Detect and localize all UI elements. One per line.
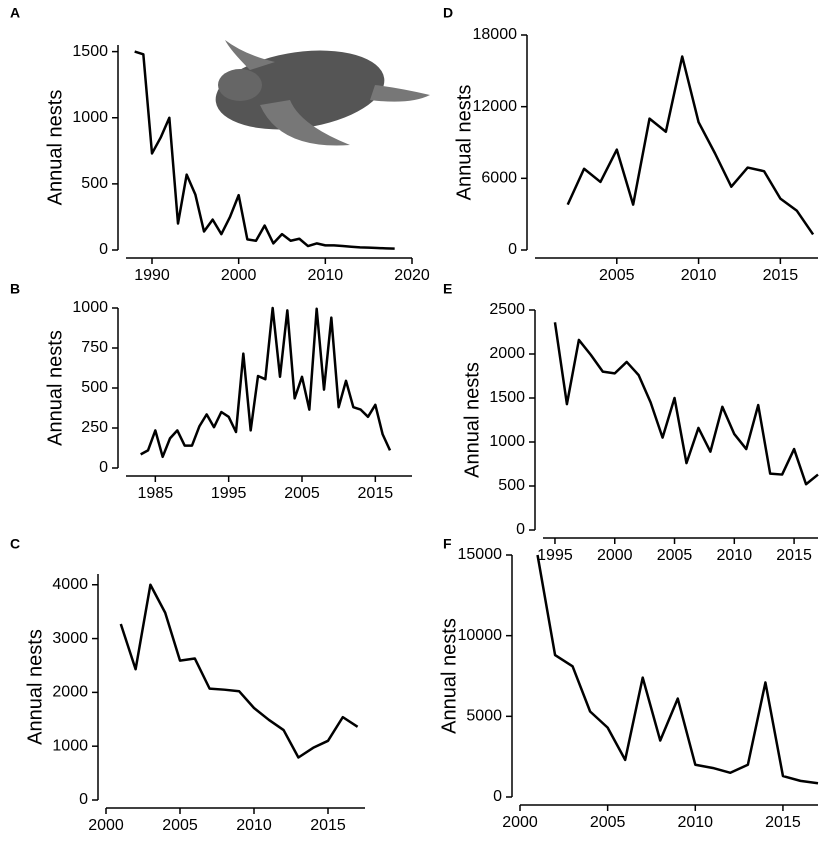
x-tick-label: 2005: [590, 814, 626, 831]
panel-label: D: [443, 5, 453, 21]
y-tick-label: 250: [81, 419, 108, 436]
y-tick-label: 5000: [466, 708, 502, 725]
y-tick-label: 500: [81, 379, 108, 396]
data-line: [566, 55, 815, 236]
x-tick-label: 2005: [599, 267, 635, 284]
x-tick-label: 2020: [394, 267, 430, 284]
x-tick-label: 2010: [236, 817, 272, 834]
y-tick-label: 2500: [489, 301, 525, 318]
y-tick-label: 6000: [481, 170, 517, 187]
panel-label: A: [10, 5, 20, 21]
x-tick-label: 1985: [138, 485, 174, 502]
y-axis-label: Annual nests: [24, 629, 46, 745]
y-axis-label: Annual nests: [438, 618, 460, 734]
y-tick-label: 3000: [52, 630, 88, 647]
x-tick-label: 1995: [211, 485, 247, 502]
x-tick-label: 1990: [134, 267, 170, 284]
y-tick-label: 1500: [489, 389, 525, 406]
y-tick-label: 0: [99, 241, 108, 258]
y-tick-label: 0: [493, 788, 502, 805]
panel-label: B: [10, 281, 20, 297]
y-tick-label: 750: [81, 339, 108, 356]
y-tick-label: 2000: [52, 684, 88, 701]
y-tick-label: 500: [498, 477, 525, 494]
y-tick-label: 15000: [458, 546, 503, 563]
y-tick-label: 12000: [473, 98, 518, 115]
y-tick-label: 0: [516, 521, 525, 538]
x-tick-label: 2015: [310, 817, 346, 834]
data-line: [536, 554, 819, 785]
x-tick-label: 2015: [358, 485, 394, 502]
y-axis-label: Annual nests: [44, 330, 66, 446]
y-tick-label: 1000: [52, 737, 88, 754]
x-tick-label: 2015: [765, 814, 801, 831]
data-line: [119, 583, 359, 759]
y-tick-label: 2000: [489, 345, 525, 362]
y-tick-label: 1500: [72, 43, 108, 60]
x-tick-label: 2005: [284, 485, 320, 502]
x-tick-label: 2015: [776, 547, 812, 564]
data-line: [134, 50, 395, 250]
x-tick-label: 2000: [221, 267, 257, 284]
x-tick-label: 2010: [681, 267, 717, 284]
x-tick-label: 2010: [717, 547, 753, 564]
y-tick-label: 500: [81, 175, 108, 192]
panel-label: F: [443, 536, 452, 552]
y-axis-label: Annual nests: [461, 362, 483, 478]
x-tick-label: 2000: [502, 814, 538, 831]
panel-label: C: [10, 536, 20, 552]
x-tick-label: 1995: [537, 547, 573, 564]
y-tick-label: 18000: [473, 26, 518, 43]
turtle-illustration: [215, 40, 430, 146]
y-axis-label: Annual nests: [453, 85, 475, 201]
y-tick-label: 1000: [72, 299, 108, 316]
x-tick-label: 2010: [677, 814, 713, 831]
y-tick-label: 1000: [72, 109, 108, 126]
x-tick-label: 2005: [657, 547, 693, 564]
x-tick-label: 2005: [162, 817, 198, 834]
y-tick-label: 4000: [52, 576, 88, 593]
x-tick-label: 2000: [88, 817, 124, 834]
y-tick-label: 0: [99, 459, 108, 476]
x-tick-label: 2000: [597, 547, 633, 564]
y-axis-label: Annual nests: [44, 90, 66, 206]
y-tick-label: 1000: [489, 433, 525, 450]
panel-label: E: [443, 281, 452, 297]
y-tick-label: 10000: [458, 627, 503, 644]
data-line: [553, 322, 819, 486]
y-tick-label: 0: [508, 241, 517, 258]
x-tick-label: 2015: [763, 267, 799, 284]
y-tick-label: 0: [79, 791, 88, 808]
x-tick-label: 2010: [308, 267, 344, 284]
data-line: [140, 306, 392, 459]
